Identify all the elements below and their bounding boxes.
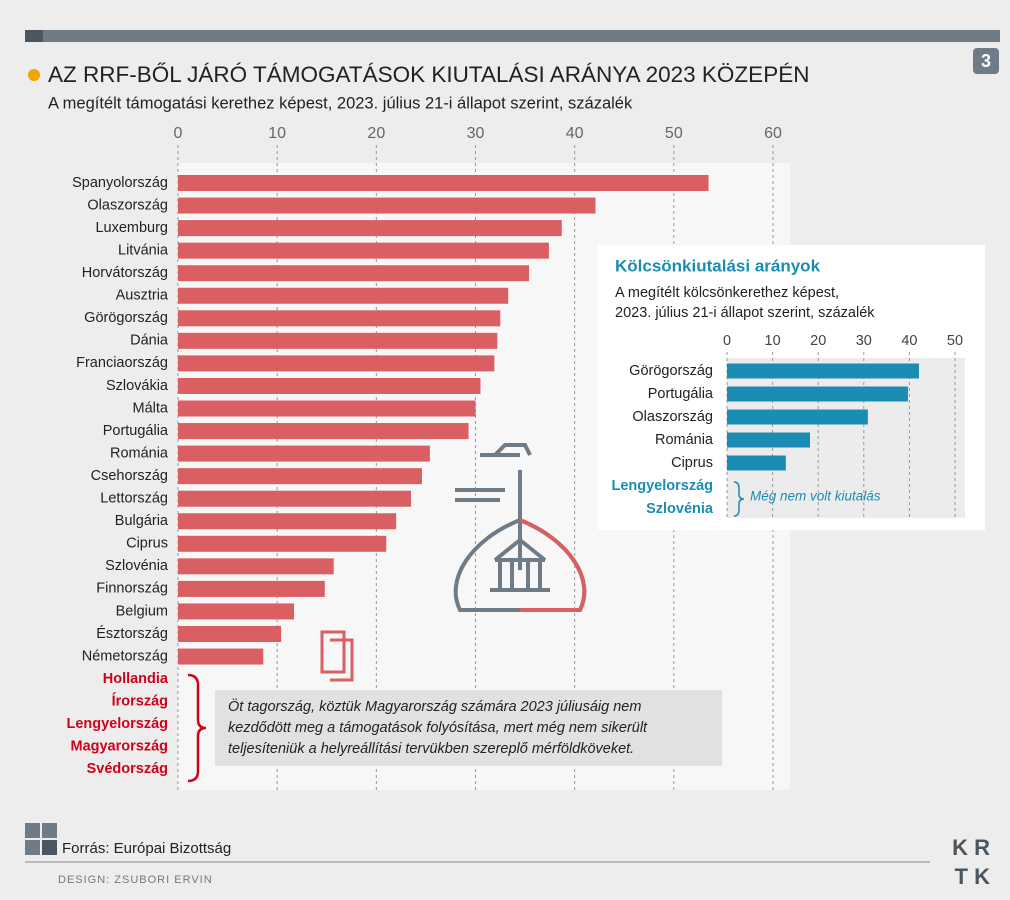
category-label: Málta <box>133 400 169 416</box>
x-tick-label: 50 <box>947 333 963 349</box>
annotation: Még nem volt kiutalás <box>750 489 881 504</box>
category-label: Ciprus <box>126 536 168 552</box>
footer-icon <box>25 840 40 855</box>
category-label: Olaszország <box>87 197 168 213</box>
inset-subtitle: 2023. július 21-i állapot szerint, száza… <box>615 305 875 321</box>
annotation: Öt tagország, köztük Magyarország számár… <box>228 697 641 715</box>
category-label: Portugália <box>103 423 169 439</box>
source: Forrás: Európai Bizottság <box>62 840 231 857</box>
bar <box>178 603 294 619</box>
category-label: Románia <box>110 445 169 461</box>
bar <box>178 558 334 574</box>
category-label: Görögország <box>629 363 713 379</box>
bar <box>178 355 494 371</box>
category-label: Lengyelország <box>66 716 168 732</box>
x-tick-label: 20 <box>810 333 826 349</box>
bar <box>178 626 281 642</box>
bar <box>178 649 263 665</box>
x-tick-label: 30 <box>856 333 872 349</box>
bar <box>178 468 422 484</box>
badge-number: 3 <box>981 51 991 71</box>
bar <box>178 513 396 529</box>
category-label: Szlovákia <box>106 378 169 394</box>
x-tick-label: 30 <box>467 125 485 142</box>
category-label: Bulgária <box>115 513 169 529</box>
x-tick-label: 40 <box>566 125 584 142</box>
annotation: teljesíteniük a helyreállítási tervükben… <box>228 741 634 757</box>
category-label: Szlovénia <box>105 558 169 574</box>
title-dot <box>28 69 40 81</box>
category-label: Belgium <box>116 603 168 619</box>
bar <box>727 433 810 448</box>
bar <box>727 364 919 379</box>
design-credit: DESIGN: ZSUBORI ERVIN <box>58 874 213 886</box>
category-label: Írország <box>112 692 168 709</box>
x-tick-label: 10 <box>268 125 286 142</box>
category-label: Észtország <box>96 625 168 642</box>
footer-icon <box>42 840 57 855</box>
category-label: Svédország <box>87 761 168 777</box>
footer-icon <box>25 823 40 838</box>
bar <box>727 410 868 425</box>
bar <box>178 401 476 417</box>
category-label: Szlovénia <box>646 501 714 517</box>
bar <box>178 175 709 191</box>
category-label: Luxemburg <box>95 220 168 236</box>
bar <box>178 446 430 462</box>
bar <box>178 491 411 507</box>
category-label: Ausztria <box>116 288 169 304</box>
category-label: Magyarország <box>70 739 168 755</box>
category-label: Lengyelország <box>611 478 713 494</box>
bar <box>178 310 500 326</box>
infographic: 3 AZ RRF-BŐL JÁRÓ TÁMOGATÁSOK KIUTALÁSI … <box>0 0 1010 900</box>
top-bar <box>25 30 1000 42</box>
bar <box>727 387 908 402</box>
category-label: Görögország <box>84 310 168 326</box>
title: AZ RRF-BŐL JÁRÓ TÁMOGATÁSOK KIUTALÁSI AR… <box>48 62 809 87</box>
x-tick-label: 20 <box>367 125 385 142</box>
category-label: Litvánia <box>118 242 169 258</box>
category-label: Hollandia <box>103 671 169 687</box>
x-tick-label: 60 <box>764 125 782 142</box>
bar <box>178 198 595 214</box>
bar <box>178 423 469 439</box>
annotation: kezdődött meg a támogatások folyósítása,… <box>228 720 648 736</box>
category-label: Románia <box>655 432 714 448</box>
logo: T K <box>955 864 991 889</box>
x-tick-label: 0 <box>174 125 183 142</box>
bar <box>178 265 529 281</box>
bar <box>178 378 480 394</box>
subtitle: A megítélt támogatási kerethez képest, 2… <box>48 94 633 112</box>
category-label: Olaszország <box>632 409 713 425</box>
category-label: Finnország <box>96 581 168 597</box>
category-label: Horvátország <box>82 265 168 281</box>
inset-subtitle: A megítélt kölcsönkerethez képest, <box>615 285 839 301</box>
bar <box>178 243 549 259</box>
footer-icon <box>42 823 57 838</box>
x-tick-label: 0 <box>723 333 731 349</box>
category-label: Portugália <box>648 386 714 402</box>
category-label: Lettország <box>100 491 168 507</box>
x-tick-label: 40 <box>901 333 917 349</box>
x-tick-label: 10 <box>765 333 781 349</box>
logo: K R <box>952 835 990 860</box>
inset-title: Kölcsönkiutalási arányok <box>615 256 821 275</box>
category-label: Németország <box>82 648 168 664</box>
bar <box>178 220 562 236</box>
top-bar-block <box>25 30 43 42</box>
bar <box>178 288 508 304</box>
category-label: Franciaország <box>76 355 168 371</box>
category-label: Spanyolország <box>72 175 168 191</box>
x-tick-label: 50 <box>665 125 683 142</box>
category-label: Ciprus <box>671 455 713 471</box>
bar <box>727 456 786 471</box>
bar <box>178 581 325 597</box>
bar <box>178 536 386 552</box>
category-label: Dánia <box>130 333 169 349</box>
category-label: Csehország <box>91 468 168 484</box>
bar <box>178 333 497 349</box>
